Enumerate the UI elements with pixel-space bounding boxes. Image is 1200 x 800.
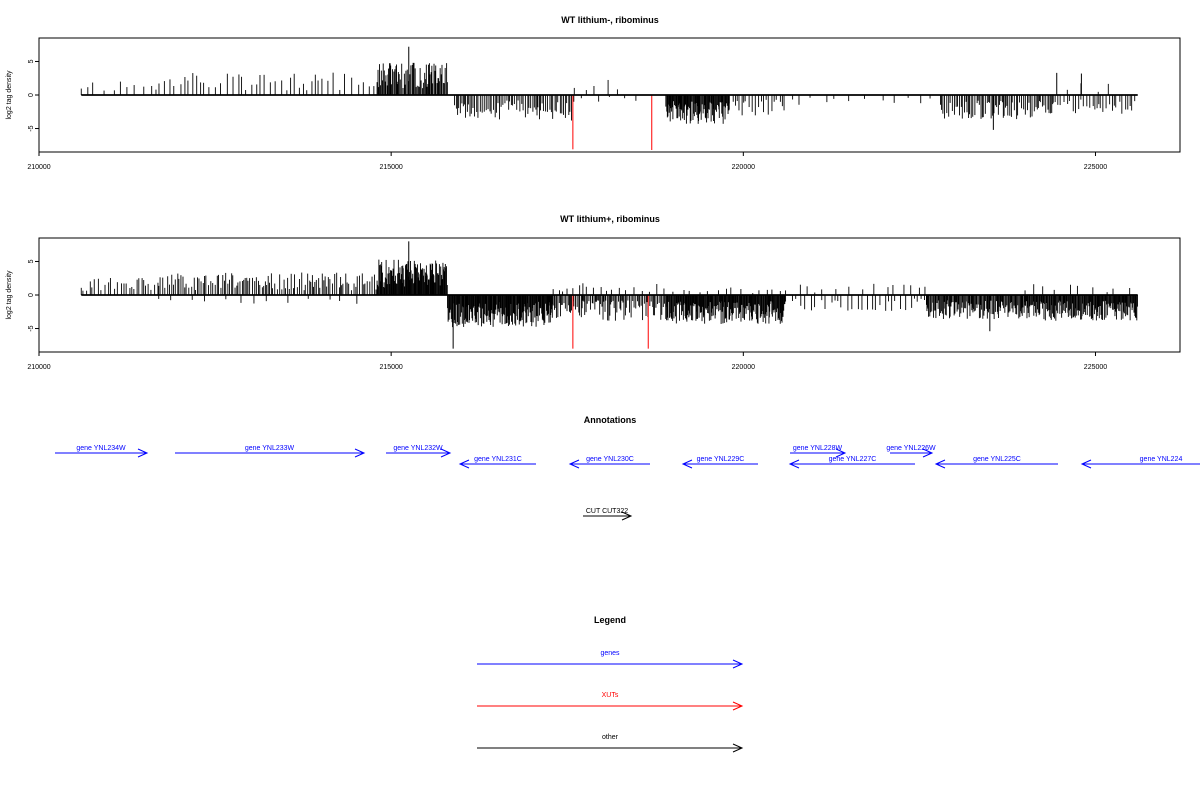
annotation-label: gene YNL232W bbox=[393, 445, 443, 452]
legend-entry: other bbox=[477, 734, 744, 753]
x-tick-label: 215000 bbox=[379, 164, 402, 171]
annotation-label: gene YNL229C bbox=[697, 456, 745, 463]
annotation-label: gene YNL230C bbox=[586, 456, 634, 463]
annotation-arrow: gene YNL227C bbox=[788, 456, 915, 469]
x-tick-label: 215000 bbox=[379, 364, 402, 371]
annotation-label: gene YNL231C bbox=[474, 456, 522, 463]
plot-marks bbox=[80, 46, 1138, 150]
panel-title: WT lithium+, ribominus bbox=[560, 214, 660, 224]
x-tick-label: 220000 bbox=[732, 364, 755, 371]
annotation-arrow: gene YNL229C bbox=[681, 456, 758, 469]
panel-title: WT lithium-, ribominus bbox=[561, 15, 659, 25]
x-tick-label: 220000 bbox=[732, 164, 755, 171]
y-tick-label: 5 bbox=[28, 59, 35, 63]
x-tick-label: 225000 bbox=[1084, 364, 1107, 371]
legend-label: XUTs bbox=[602, 692, 619, 699]
y-axis-label: log2 tag density bbox=[6, 70, 13, 120]
annotation-arrow: gene YNL226W bbox=[886, 445, 936, 458]
x-axis: 210000 215000 220000 225000 bbox=[27, 352, 1107, 371]
y-axis: -5 0 5 bbox=[28, 259, 39, 332]
y-tick-label: 0 bbox=[28, 293, 35, 297]
annotation-label: gene YNL224 bbox=[1140, 456, 1183, 463]
annotation-arrow: gene YNL224 bbox=[1080, 456, 1200, 469]
y-tick-label: 0 bbox=[28, 93, 35, 97]
y-tick-label: 5 bbox=[28, 259, 35, 263]
y-axis: -5 0 5 bbox=[28, 59, 39, 132]
annotation-arrow: gene YNL225C bbox=[934, 456, 1058, 469]
annotation-label: gene YNL233W bbox=[245, 445, 295, 452]
annotation-arrow: gene YNL232W bbox=[386, 445, 452, 458]
annotation-label: CUT CUT322 bbox=[586, 508, 628, 515]
legend: Legend genes XUTs other bbox=[477, 615, 744, 753]
x-tick-label: 210000 bbox=[27, 164, 50, 171]
annotation-arrow: gene YNL233W bbox=[175, 445, 366, 458]
annotation-arrow: gene YNL231C bbox=[458, 456, 536, 469]
annotations-title: Annotations bbox=[584, 415, 637, 425]
annotations-track: Annotations gene YNL234W gene YNL233W gene… bbox=[55, 415, 1200, 521]
panel-wt-lithium-plus: WT lithium+, ribominus log2 tag density … bbox=[6, 214, 1181, 371]
x-tick-label: 225000 bbox=[1084, 164, 1107, 171]
x-axis: 210000 215000 220000 225000 bbox=[27, 152, 1107, 171]
legend-entry: genes bbox=[477, 650, 744, 669]
legend-entry: XUTs bbox=[477, 692, 744, 711]
panel-wt-lithium-minus: WT lithium-, ribominus log2 tag density … bbox=[6, 15, 1181, 171]
x-tick-label: 210000 bbox=[27, 364, 50, 371]
annotation-label: gene YNL225C bbox=[973, 456, 1021, 463]
annotation-arrow: gene YNL228W bbox=[790, 445, 847, 458]
annotation-label: gene YNL228W bbox=[793, 445, 843, 452]
legend-title: Legend bbox=[594, 615, 626, 625]
annotation-label: gene YNL226W bbox=[886, 445, 936, 452]
annotation-arrow: CUT CUT322 bbox=[583, 508, 633, 521]
plot-marks bbox=[80, 241, 1138, 349]
legend-label: other bbox=[602, 734, 619, 741]
legend-entries: genes XUTs other bbox=[477, 650, 744, 753]
annotation-arrow: gene YNL234W bbox=[55, 445, 149, 458]
annotation-arrow: gene YNL230C bbox=[568, 456, 650, 469]
y-tick-label: -5 bbox=[28, 125, 35, 131]
y-axis-label: log2 tag density bbox=[6, 270, 13, 320]
y-tick-label: -5 bbox=[28, 325, 35, 331]
annotation-features: gene YNL234W gene YNL233W gene YNL232W gene… bbox=[55, 445, 1200, 521]
annotation-label: gene YNL234W bbox=[76, 445, 126, 452]
annotation-label: gene YNL227C bbox=[829, 456, 877, 463]
legend-label: genes bbox=[600, 650, 620, 657]
